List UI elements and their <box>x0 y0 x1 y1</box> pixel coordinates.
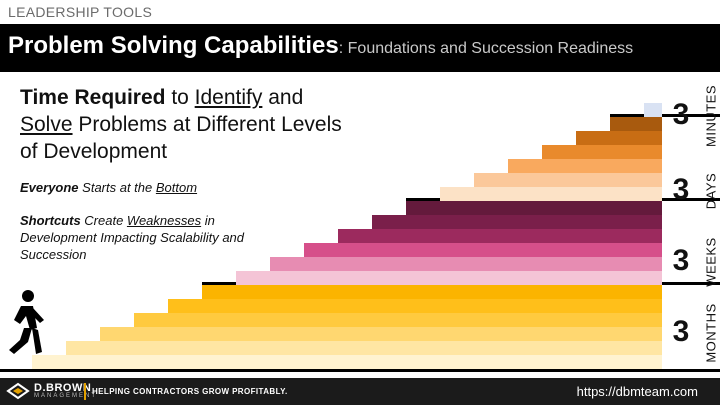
heading-text-2: and <box>262 86 304 109</box>
stair-step-weeks-2 <box>270 257 662 271</box>
level-weeks-unit: WEEKS <box>703 237 719 287</box>
website-link[interactable]: https://dbmteam.com <box>576 384 698 399</box>
brand-logo-icon <box>6 382 30 400</box>
footer-divider <box>84 383 86 400</box>
stair-step-months-2 <box>66 341 662 355</box>
stair-step-days-3 <box>508 159 662 173</box>
note2-bold: Shortcuts <box>20 213 81 228</box>
level-days-unit: DAYS <box>703 172 719 210</box>
level-minutes-number: 3 <box>672 98 690 131</box>
title-subtitle: : Foundations and Succession Readiness <box>338 40 634 57</box>
brand-sub: MANAGEMENT <box>34 393 98 399</box>
baseline-divider <box>0 369 720 372</box>
heading-identify: Identify <box>194 86 263 109</box>
level-weeks-number: 3 <box>672 244 690 277</box>
brand-name: D.BROWN <box>34 382 92 394</box>
heading-text-3: Problems at Different Levels of Developm… <box>20 113 342 163</box>
stair-step-days-4 <box>542 145 662 159</box>
stair-step-weeks-6 <box>406 201 662 215</box>
level-days: 3 DAYS <box>662 155 720 227</box>
walking-person-icon <box>9 290 44 354</box>
level-months-number: 3 <box>672 315 690 348</box>
stair-step-months-1 <box>32 355 662 369</box>
stair-step-days-5 <box>576 131 662 145</box>
note2-underline: Weaknesses <box>126 213 202 228</box>
level-minutes: 3 MINUTES <box>662 80 720 152</box>
stair-step-days-6 <box>610 117 662 131</box>
stair-step-days-1 <box>440 187 662 201</box>
stair-step-weeks-4 <box>338 229 662 243</box>
footer-tagline: HELPING CONTRACTORS GROW PROFITABLY. <box>92 387 288 396</box>
heading-solve: Solve <box>20 113 73 136</box>
heading-bold: Time Required <box>20 86 166 109</box>
note-shortcuts: Shortcuts Create Weaknesses in Developme… <box>20 212 260 263</box>
stair-step-weeks-1 <box>236 271 662 285</box>
level-minutes-unit: MINUTES <box>703 85 719 147</box>
level-divider-days <box>610 114 720 117</box>
stair-step-weeks-3 <box>304 243 662 257</box>
heading-text-1: to <box>165 86 195 109</box>
title-main: Problem Solving Capabilities <box>8 32 339 59</box>
level-months-unit: MONTHS <box>703 303 719 363</box>
stair-step-months-4 <box>134 313 662 327</box>
stair-step-months-3 <box>100 327 662 341</box>
stair-step-weeks-5 <box>372 215 662 229</box>
stair-step-days-2 <box>474 173 662 187</box>
stair-step-months-5 <box>168 299 662 313</box>
level-days-number: 3 <box>672 173 690 206</box>
note-everyone: Everyone Starts at the Bottom <box>20 179 197 196</box>
note1-bold: Everyone <box>20 180 79 195</box>
footer: D.BROWN MANAGEMENT HELPING CONTRACTORS G… <box>0 378 720 405</box>
title-bar: Problem Solving Capabilities: Foundation… <box>0 24 720 72</box>
note1-underline: Bottom <box>155 180 198 195</box>
note1-text: Starts at the <box>78 180 156 195</box>
level-weeks: 3 WEEKS <box>662 226 720 298</box>
category-label: LEADERSHIP TOOLS <box>8 4 153 20</box>
stair-step-months-6 <box>202 285 662 299</box>
diagram-heading: Time Required to Identify and Solve Prob… <box>20 84 350 165</box>
note2-rest: in Development Impacting Scalability and… <box>20 213 245 262</box>
stair-step-minutes-1 <box>644 103 662 117</box>
level-months: 3 MONTHS <box>662 297 720 369</box>
page-title: Problem Solving Capabilities: Foundation… <box>8 32 633 60</box>
note2-text: Create <box>80 213 127 228</box>
